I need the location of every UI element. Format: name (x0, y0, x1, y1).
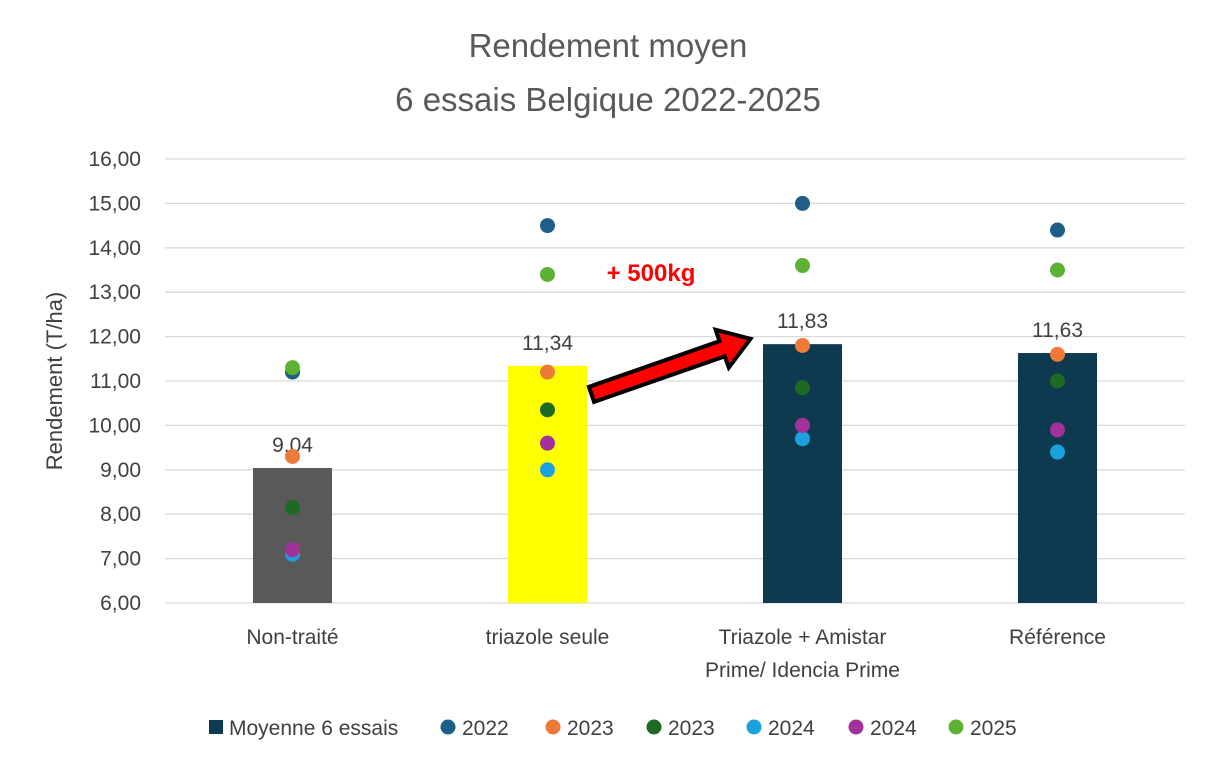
x-axis-categories: Non-traité triazole seule Triazole + Amist… (246, 626, 1106, 682)
y-tick-label: 9,00 (100, 459, 141, 482)
data-point (285, 500, 300, 516)
legend-label: 2022 (462, 717, 509, 740)
legend-label: 2024 (870, 717, 917, 740)
increase-arrow (586, 326, 754, 405)
legend-label: 2023 (567, 717, 614, 740)
arrow-shape (586, 326, 754, 405)
bar (253, 468, 332, 603)
bar (1018, 353, 1097, 603)
bar-value-label: 9,04 (272, 434, 313, 457)
data-point (795, 417, 810, 433)
data-point (540, 218, 555, 234)
legend-label: Moyenne 6 essais (229, 717, 398, 740)
y-tick-label: 10,00 (88, 414, 141, 437)
bar (508, 365, 587, 603)
y-axis-title: Rendement (T/ha) (42, 292, 67, 471)
y-axis-ticks: 6,00 7,00 8,00 9,00 10,00 11,00 12,00 13,00 14,0… (88, 148, 141, 615)
data-point (1050, 262, 1065, 278)
legend-marker (545, 719, 561, 735)
y-tick-label: 16,00 (88, 148, 141, 171)
legend: Moyenne 6 essais 2022 2023 2023 2024 2024 2025 (209, 717, 1017, 740)
data-point (540, 402, 555, 418)
legend-marker (209, 720, 223, 734)
bar-value-label: 11,34 (522, 332, 573, 355)
legend-marker (746, 719, 762, 735)
x-category-label: triazole seule (486, 626, 610, 649)
legend-label: 2023 (668, 717, 715, 740)
legend-marker (440, 719, 456, 735)
data-point (285, 360, 300, 376)
data-point (285, 448, 300, 464)
y-tick-label: 11,00 (90, 370, 141, 393)
legend-marker (646, 719, 662, 735)
bar-series (253, 344, 1097, 603)
data-point (540, 364, 555, 380)
data-point (1050, 444, 1065, 460)
legend-marker (948, 719, 964, 735)
scatter-series (285, 195, 1065, 562)
data-point (795, 380, 810, 396)
annotation-text: + 500kg (607, 260, 696, 287)
data-point (795, 195, 810, 211)
bar-data-labels: 9,04 11,34 11,83 11,63 (272, 310, 1083, 457)
y-tick-label: 13,00 (88, 281, 141, 304)
data-point (540, 435, 555, 451)
data-point (795, 258, 810, 274)
legend-marker (848, 719, 864, 735)
data-point (1050, 422, 1065, 438)
data-point (1050, 373, 1065, 389)
y-tick-label: 14,00 (88, 237, 141, 260)
y-tick-label: 6,00 (100, 592, 141, 615)
data-point (795, 337, 810, 353)
data-point (540, 462, 555, 478)
x-category-label: Triazole + Amistar (719, 626, 887, 649)
y-tick-label: 7,00 (100, 548, 141, 571)
data-point (285, 542, 300, 558)
chart-title-line-1: Rendement moyen (469, 27, 748, 64)
bar-value-label: 11,83 (777, 310, 828, 333)
bar-value-label: 11,63 (1032, 319, 1083, 342)
y-tick-label: 8,00 (100, 503, 141, 526)
x-category-label: Non-traité (246, 626, 338, 649)
chart-title-line-2: 6 essais Belgique 2022-2025 (395, 81, 821, 118)
data-point (1050, 222, 1065, 238)
gridlines (165, 158, 1185, 604)
data-point (1050, 346, 1065, 362)
data-point (540, 266, 555, 282)
x-category-label: Référence (1009, 626, 1106, 649)
y-tick-label: 12,00 (88, 326, 141, 349)
legend-label: 2025 (970, 717, 1017, 740)
legend-label: 2024 (768, 717, 815, 740)
x-category-label: Prime/ Idencia Prime (705, 659, 900, 682)
data-point (795, 431, 810, 447)
y-tick-label: 15,00 (88, 192, 141, 215)
